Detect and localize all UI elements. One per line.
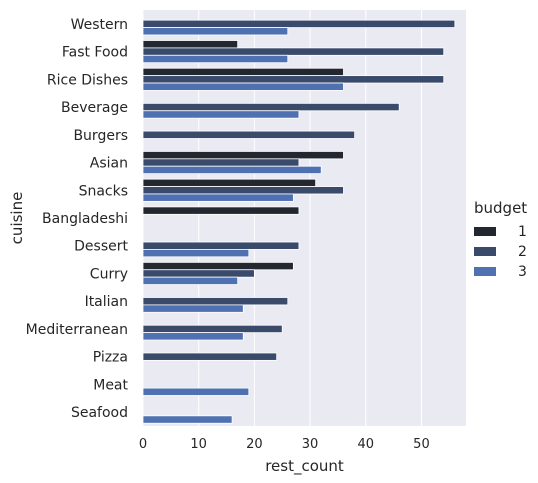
x-tick-labels: 0 10 20 30 40 50 [139, 437, 430, 452]
y-tick-label: Rice Dishes [47, 72, 128, 88]
bar-italian-budget-3 [142, 304, 244, 313]
bar-asian-budget-2 [142, 158, 300, 167]
legend-swatch-3 [474, 267, 496, 276]
bar-seafood-budget-3 [142, 415, 233, 424]
bar-curry-budget-3 [142, 276, 239, 285]
x-tick-label: 20 [246, 437, 263, 452]
legend-title: budget [474, 199, 527, 217]
bar-beverage-budget-3 [142, 110, 300, 119]
bar-curry-budget-1 [142, 261, 294, 271]
y-tick-labels: Western Fast Food Rice Dishes Beverage Burge… [26, 17, 129, 421]
x-tick-label: 0 [139, 437, 147, 452]
y-tick-label: Seafood [71, 405, 128, 421]
bar-asian-budget-3 [142, 165, 322, 175]
x-tick-label: 30 [302, 437, 319, 452]
y-tick-label: Pizza [93, 350, 128, 366]
bar-burgers-budget-2 [142, 130, 356, 139]
y-tick-label: Beverage [61, 100, 128, 116]
bar-curry-budget-2 [142, 269, 255, 278]
y-tick-label: Curry [90, 266, 128, 282]
bar-rice-dishes-budget-2 [142, 75, 445, 84]
y-tick-label: Dessert [74, 239, 128, 255]
y-tick-label: Western [71, 17, 128, 33]
bar-western-budget-2 [142, 19, 456, 28]
bar-bangladeshi-budget-1 [142, 206, 300, 215]
bar-dessert-budget-3 [142, 249, 250, 258]
bar-fast-food-budget-2 [142, 47, 445, 56]
y-tick-label: Fast Food [62, 45, 128, 61]
bar-snacks-budget-2 [142, 186, 344, 195]
x-tick-label: 10 [190, 437, 207, 452]
bar-rice-dishes-budget-1 [142, 67, 344, 77]
y-tick-label: Bangladeshi [42, 211, 128, 227]
bar-pizza-budget-2 [142, 352, 278, 361]
bars [142, 19, 456, 424]
bar-snacks-budget-1 [142, 178, 317, 187]
bar-mediterranean-budget-3 [142, 332, 244, 341]
bar-snacks-budget-3 [142, 193, 294, 202]
legend-swatch-1 [474, 227, 496, 236]
y-tick-label: Burgers [73, 128, 128, 144]
legend-label-2: 2 [518, 244, 527, 260]
bar-fast-food-budget-3 [142, 54, 289, 64]
y-tick-label: Snacks [79, 183, 128, 199]
bar-italian-budget-2 [142, 297, 289, 306]
bar-mediterranean-budget-2 [142, 324, 283, 334]
legend: budget 1 2 3 [474, 199, 527, 280]
bar-rice-dishes-budget-3 [142, 82, 344, 91]
legend-swatch-2 [474, 247, 496, 256]
y-axis-label: cuisine [8, 192, 26, 245]
legend-label-3: 3 [518, 264, 527, 280]
bar-asian-budget-1 [142, 151, 344, 160]
bar-beverage-budget-2 [142, 102, 400, 112]
x-tick-label: 50 [413, 437, 430, 452]
bar-meat-budget-3 [142, 387, 250, 396]
bar-fast-food-budget-1 [142, 40, 239, 49]
x-tick-label: 40 [357, 437, 374, 452]
x-axis-label: rest_count [265, 457, 344, 476]
y-tick-label: Italian [85, 294, 128, 310]
y-tick-label: Meat [93, 377, 128, 393]
y-tick-label: Mediterranean [26, 322, 128, 338]
bar-dessert-budget-2 [142, 241, 300, 250]
legend-label-1: 1 [518, 224, 527, 240]
bar-western-budget-3 [142, 27, 289, 36]
y-tick-label: Asian [90, 156, 128, 172]
